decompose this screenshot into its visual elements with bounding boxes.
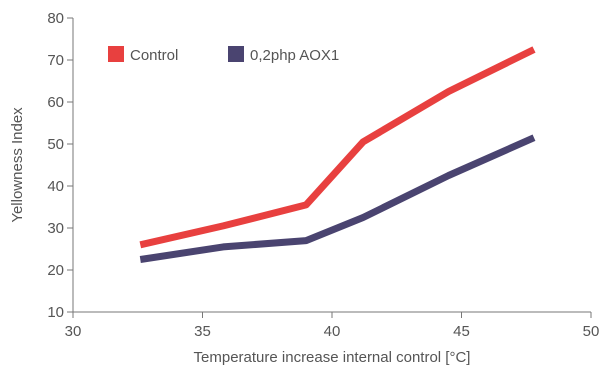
legend-swatch-2 — [228, 46, 244, 62]
x-tick-label: 50 — [583, 323, 600, 340]
x-axis-title: Temperature increase internal control [°… — [194, 349, 471, 366]
x-tick-label: 40 — [324, 323, 341, 340]
series-line-1 — [139, 46, 536, 249]
legend-swatch-1 — [108, 46, 124, 62]
legend-label-1: Control — [130, 47, 178, 64]
y-tick-label: 60 — [47, 94, 64, 111]
x-tick-label: 45 — [453, 323, 470, 340]
y-tick-label: 20 — [47, 262, 64, 279]
legend-label-2: 0,2php AOX1 — [250, 47, 339, 64]
series-layer — [139, 46, 536, 263]
y-tick-label: 30 — [47, 220, 64, 237]
y-tick-label: 10 — [47, 304, 64, 321]
y-tick-label: 40 — [47, 178, 64, 195]
legend: Control 0,2php AOX1 — [108, 46, 339, 64]
series-line-2 — [139, 134, 536, 263]
y-tick-label: 50 — [47, 136, 64, 153]
y-axis-ticks: 10 20 30 40 50 60 70 80 — [47, 10, 73, 321]
y-axis-title: Yellowness Index — [9, 107, 26, 223]
x-tick-label: 30 — [65, 323, 82, 340]
x-tick-label: 35 — [194, 323, 211, 340]
y-tick-label: 80 — [47, 10, 64, 27]
y-tick-label: 70 — [47, 52, 64, 69]
x-axis-ticks: 30 35 40 45 50 — [65, 312, 600, 340]
